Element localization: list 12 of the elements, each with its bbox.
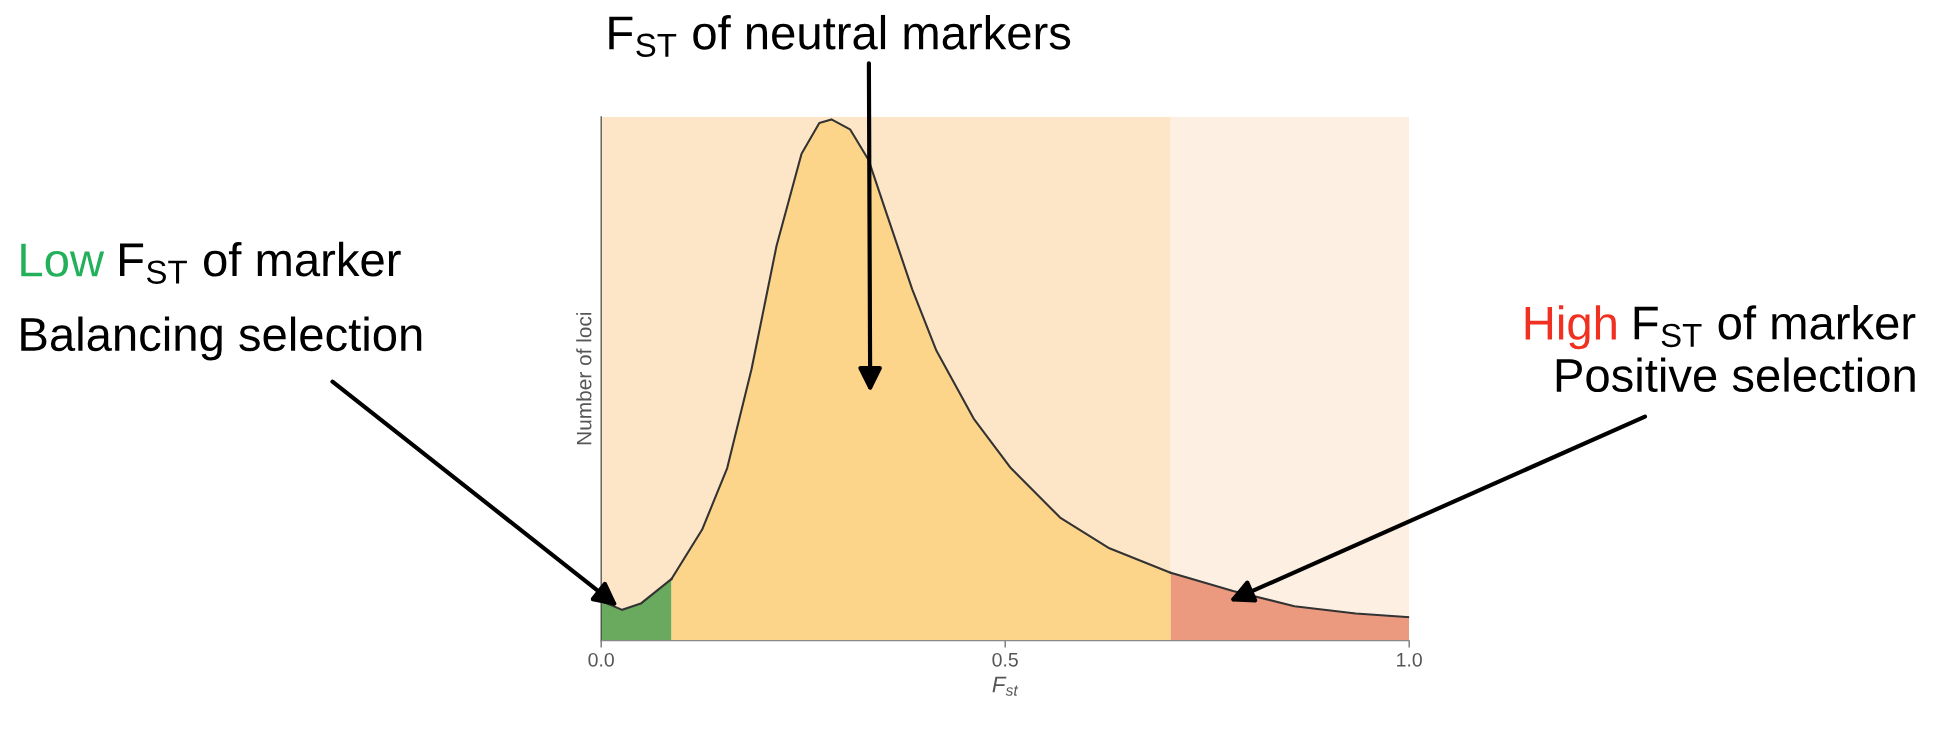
x-tick-label: 0.0: [588, 652, 614, 667]
y-axis-title: Number of loci: [576, 312, 592, 445]
x-axis-title: F$_{st}$: [992, 676, 1019, 696]
text: High: [1525, 305, 1616, 350]
x-tick-label: 1.0: [1397, 652, 1422, 667]
text: F$_{ST}$ of marker: [1634, 305, 1916, 348]
text: Positive selection: [1556, 357, 1915, 393]
x-tick-label: 0.5: [992, 652, 1018, 667]
text: F$_{ST}$ of neutral markers: [609, 14, 1071, 57]
text: Low: [21, 243, 105, 277]
text: Balancing selection: [21, 316, 422, 361]
text: F$_{ST}$ of marker: [120, 241, 401, 284]
